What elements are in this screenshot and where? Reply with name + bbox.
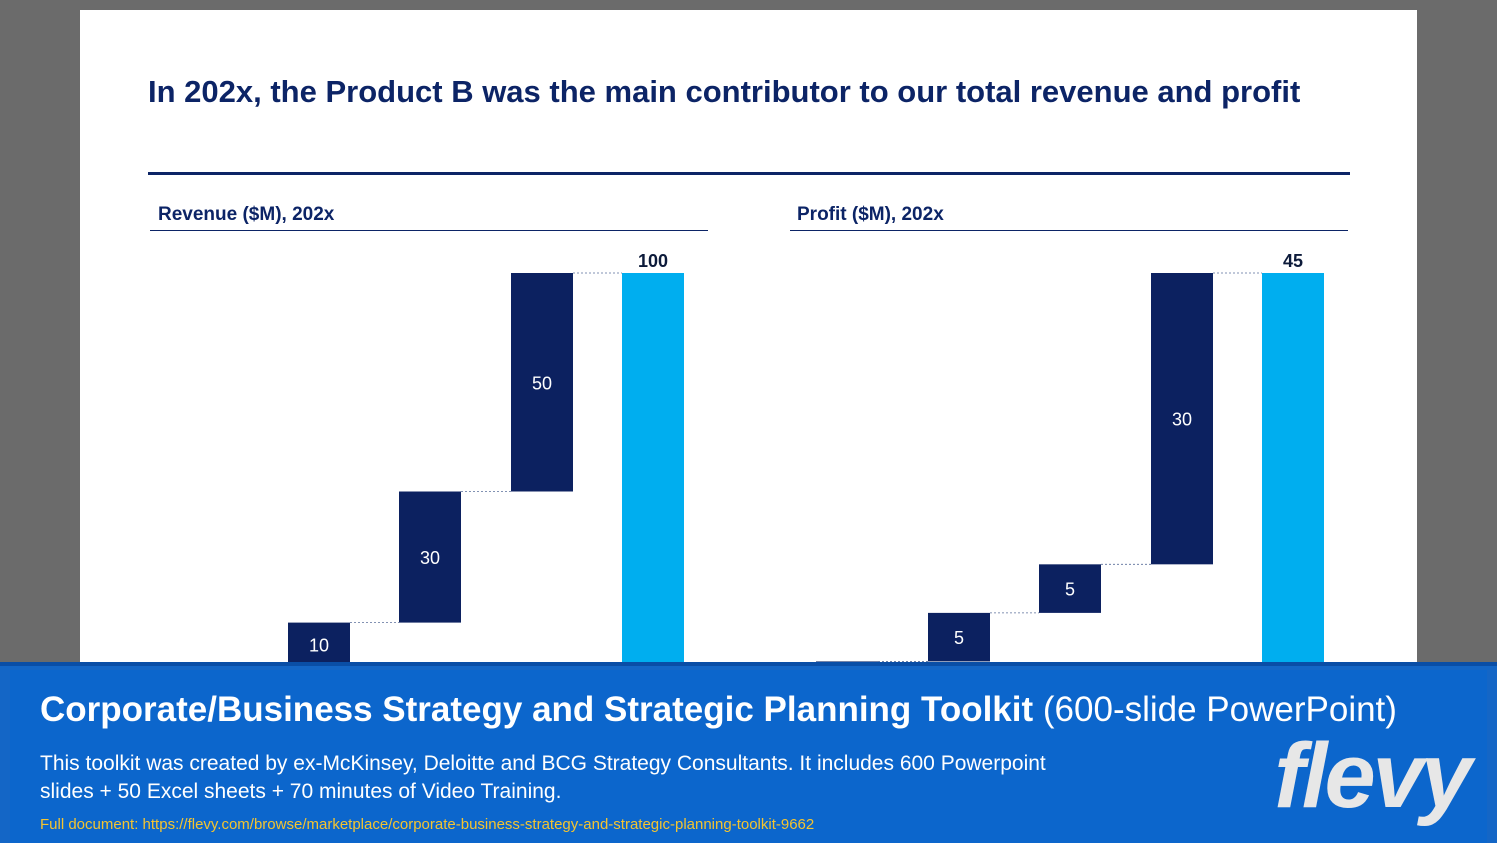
profit-bar-4 [1151,273,1213,565]
revenue-chart-rule [150,230,708,231]
document-link[interactable]: Full document: https://flevy.com/browse/… [40,816,815,833]
profit-bar-3 [1039,564,1101,613]
revenue-bar-label-2: 10 [309,635,329,655]
profit-chart-rule [790,230,1348,231]
revenue-total-bar [622,273,684,670]
promo-banner-panel: Corporate/Business Strategy and Strategi… [10,670,1487,843]
flevy-logo: flevy [1274,725,1472,827]
revenue-bar-3 [399,491,461,623]
profit-chart-title: Profit ($M), 202x [797,204,944,225]
revenue-bar-2 [288,622,350,667]
profit-waterfall-chart: 5553045 [816,251,1324,670]
revenue-bar-4 [511,273,573,492]
profit-total-bar [1262,273,1324,670]
promo-banner: Corporate/Business Strategy and Strategi… [0,662,1497,843]
revenue-chart-title: Revenue ($M), 202x [158,204,335,225]
profit-total-label: 45 [1283,251,1303,271]
profit-bar-label-2: 5 [954,628,964,648]
banner-description: This toolkit was created by ex-McKinsey,… [40,752,1046,803]
banner-title-format: (600-slide PowerPoint) [1042,690,1397,729]
revenue-waterfall-chart: 10103050100 [176,251,684,670]
slide: In 202x, the Product B was the main cont… [80,10,1417,670]
profit-bar-2 [928,612,990,662]
title-divider [148,172,1350,175]
slide-title: In 202x, the Product B was the main cont… [148,74,1301,109]
banner-title: Corporate/Business Strategy and Strategi… [40,690,1397,730]
revenue-bar-label-4: 50 [532,373,552,393]
revenue-total-label: 100 [638,251,668,271]
profit-bar-label-3: 5 [1065,580,1075,600]
profit-bar-label-4: 30 [1172,410,1192,430]
revenue-bar-label-3: 30 [420,548,440,568]
banner-title-main: Corporate/Business Strategy and Strategi… [40,690,1034,729]
